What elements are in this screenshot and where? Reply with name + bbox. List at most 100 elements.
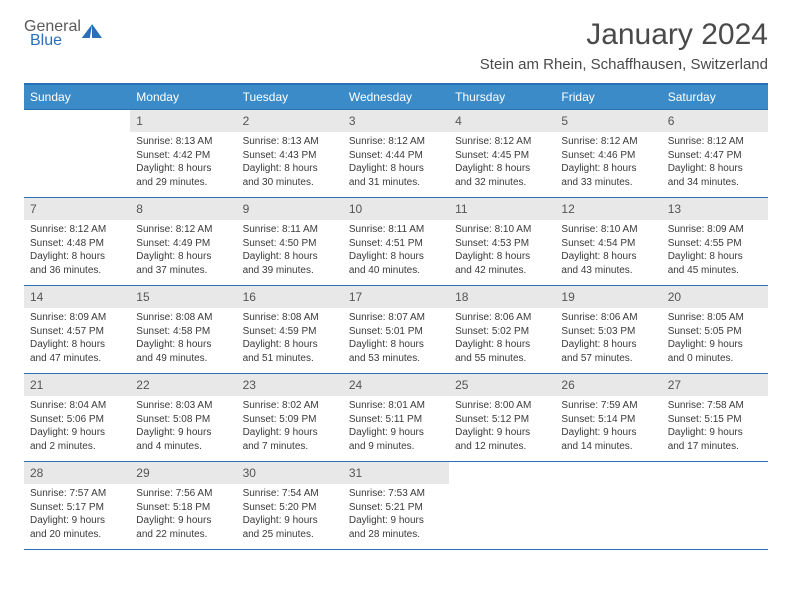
day-number: 11	[449, 198, 555, 220]
day-body: Sunrise: 8:06 AMSunset: 5:02 PMDaylight:…	[449, 308, 555, 371]
calendar-cell: 18Sunrise: 8:06 AMSunset: 5:02 PMDayligh…	[449, 286, 555, 374]
day-number: 23	[237, 374, 343, 396]
sunrise-line: Sunrise: 8:05 AM	[668, 311, 762, 325]
sunset-line: Sunset: 4:58 PM	[136, 325, 230, 339]
sunrise-line: Sunrise: 8:01 AM	[349, 399, 443, 413]
calendar-cell: 17Sunrise: 8:07 AMSunset: 5:01 PMDayligh…	[343, 286, 449, 374]
logo-triangle-icon	[92, 24, 102, 38]
calendar-cell: 27Sunrise: 7:58 AMSunset: 5:15 PMDayligh…	[662, 374, 768, 462]
weekday-header: Wednesday	[343, 84, 449, 110]
day-body: Sunrise: 8:12 AMSunset: 4:44 PMDaylight:…	[343, 132, 449, 195]
calendar-cell: 29Sunrise: 7:56 AMSunset: 5:18 PMDayligh…	[130, 462, 236, 550]
day-body: Sunrise: 8:10 AMSunset: 4:54 PMDaylight:…	[555, 220, 661, 283]
calendar-cell: 24Sunrise: 8:01 AMSunset: 5:11 PMDayligh…	[343, 374, 449, 462]
day-number: 21	[24, 374, 130, 396]
sunrise-line: Sunrise: 8:11 AM	[243, 223, 337, 237]
sunset-line: Sunset: 4:48 PM	[30, 237, 124, 251]
day-number: 1	[130, 110, 236, 132]
daylight-line: Daylight: 8 hours and 33 minutes.	[561, 162, 655, 189]
calendar-cell: 2Sunrise: 8:13 AMSunset: 4:43 PMDaylight…	[237, 110, 343, 198]
day-body: Sunrise: 7:53 AMSunset: 5:21 PMDaylight:…	[343, 484, 449, 547]
daylight-line: Daylight: 9 hours and 17 minutes.	[668, 426, 762, 453]
calendar-cell: 3Sunrise: 8:12 AMSunset: 4:44 PMDaylight…	[343, 110, 449, 198]
day-body: Sunrise: 8:05 AMSunset: 5:05 PMDaylight:…	[662, 308, 768, 371]
day-number: 24	[343, 374, 449, 396]
sunrise-line: Sunrise: 8:12 AM	[30, 223, 124, 237]
sunset-line: Sunset: 5:01 PM	[349, 325, 443, 339]
title-block: January 2024 Stein am Rhein, Schaffhause…	[480, 18, 768, 73]
sunset-line: Sunset: 4:54 PM	[561, 237, 655, 251]
day-number: 31	[343, 462, 449, 484]
day-number: 17	[343, 286, 449, 308]
day-number: 26	[555, 374, 661, 396]
calendar-cell: 9Sunrise: 8:11 AMSunset: 4:50 PMDaylight…	[237, 198, 343, 286]
daylight-line: Daylight: 9 hours and 20 minutes.	[30, 514, 124, 541]
day-number: 4	[449, 110, 555, 132]
day-number: 5	[555, 110, 661, 132]
day-number: 7	[24, 198, 130, 220]
sunrise-line: Sunrise: 8:08 AM	[136, 311, 230, 325]
sunrise-line: Sunrise: 8:12 AM	[136, 223, 230, 237]
daylight-line: Daylight: 8 hours and 51 minutes.	[243, 338, 337, 365]
sunrise-line: Sunrise: 8:08 AM	[243, 311, 337, 325]
sunset-line: Sunset: 5:14 PM	[561, 413, 655, 427]
sunset-line: Sunset: 4:47 PM	[668, 149, 762, 163]
sunset-line: Sunset: 4:42 PM	[136, 149, 230, 163]
day-number: 30	[237, 462, 343, 484]
sunset-line: Sunset: 5:12 PM	[455, 413, 549, 427]
daylight-line: Daylight: 9 hours and 28 minutes.	[349, 514, 443, 541]
calendar-cell: 16Sunrise: 8:08 AMSunset: 4:59 PMDayligh…	[237, 286, 343, 374]
daylight-line: Daylight: 9 hours and 2 minutes.	[30, 426, 124, 453]
sunset-line: Sunset: 5:17 PM	[30, 501, 124, 515]
day-body: Sunrise: 8:04 AMSunset: 5:06 PMDaylight:…	[24, 396, 130, 459]
calendar-cell: 10Sunrise: 8:11 AMSunset: 4:51 PMDayligh…	[343, 198, 449, 286]
sunset-line: Sunset: 4:57 PM	[30, 325, 124, 339]
sunset-line: Sunset: 5:20 PM	[243, 501, 337, 515]
calendar-cell: 19Sunrise: 8:06 AMSunset: 5:03 PMDayligh…	[555, 286, 661, 374]
sunrise-line: Sunrise: 8:10 AM	[561, 223, 655, 237]
logo: General Blue	[24, 18, 102, 50]
calendar-cell: ..	[449, 462, 555, 550]
day-body: Sunrise: 7:59 AMSunset: 5:14 PMDaylight:…	[555, 396, 661, 459]
sunrise-line: Sunrise: 8:06 AM	[561, 311, 655, 325]
day-number: 6	[662, 110, 768, 132]
day-number: 9	[237, 198, 343, 220]
day-number: 2	[237, 110, 343, 132]
daylight-line: Daylight: 8 hours and 42 minutes.	[455, 250, 549, 277]
calendar-row: 21Sunrise: 8:04 AMSunset: 5:06 PMDayligh…	[24, 374, 768, 462]
sunrise-line: Sunrise: 8:12 AM	[668, 135, 762, 149]
calendar-cell: 28Sunrise: 7:57 AMSunset: 5:17 PMDayligh…	[24, 462, 130, 550]
day-number: 12	[555, 198, 661, 220]
day-number: 22	[130, 374, 236, 396]
daylight-line: Daylight: 8 hours and 53 minutes.	[349, 338, 443, 365]
daylight-line: Daylight: 9 hours and 12 minutes.	[455, 426, 549, 453]
day-number: 27	[662, 374, 768, 396]
weekday-header: Tuesday	[237, 84, 343, 110]
day-number: 18	[449, 286, 555, 308]
day-body: Sunrise: 8:11 AMSunset: 4:51 PMDaylight:…	[343, 220, 449, 283]
day-body: Sunrise: 7:56 AMSunset: 5:18 PMDaylight:…	[130, 484, 236, 547]
daylight-line: Daylight: 8 hours and 45 minutes.	[668, 250, 762, 277]
sunset-line: Sunset: 5:08 PM	[136, 413, 230, 427]
day-number: 25	[449, 374, 555, 396]
weekday-header: Friday	[555, 84, 661, 110]
day-number: 29	[130, 462, 236, 484]
daylight-line: Daylight: 9 hours and 9 minutes.	[349, 426, 443, 453]
calendar-cell: 12Sunrise: 8:10 AMSunset: 4:54 PMDayligh…	[555, 198, 661, 286]
calendar-row: 7Sunrise: 8:12 AMSunset: 4:48 PMDaylight…	[24, 198, 768, 286]
day-body: Sunrise: 7:57 AMSunset: 5:17 PMDaylight:…	[24, 484, 130, 547]
calendar-head: SundayMondayTuesdayWednesdayThursdayFrid…	[24, 84, 768, 110]
calendar-row: ..1Sunrise: 8:13 AMSunset: 4:42 PMDaylig…	[24, 110, 768, 198]
calendar-cell: 23Sunrise: 8:02 AMSunset: 5:09 PMDayligh…	[237, 374, 343, 462]
calendar-cell: 30Sunrise: 7:54 AMSunset: 5:20 PMDayligh…	[237, 462, 343, 550]
sunrise-line: Sunrise: 7:57 AM	[30, 487, 124, 501]
sunset-line: Sunset: 5:18 PM	[136, 501, 230, 515]
sunrise-line: Sunrise: 8:10 AM	[455, 223, 549, 237]
daylight-line: Daylight: 8 hours and 39 minutes.	[243, 250, 337, 277]
sunrise-line: Sunrise: 8:12 AM	[561, 135, 655, 149]
calendar-cell: ..	[662, 462, 768, 550]
daylight-line: Daylight: 8 hours and 30 minutes.	[243, 162, 337, 189]
day-body: Sunrise: 8:12 AMSunset: 4:45 PMDaylight:…	[449, 132, 555, 195]
day-number: 20	[662, 286, 768, 308]
weekday-header: Thursday	[449, 84, 555, 110]
